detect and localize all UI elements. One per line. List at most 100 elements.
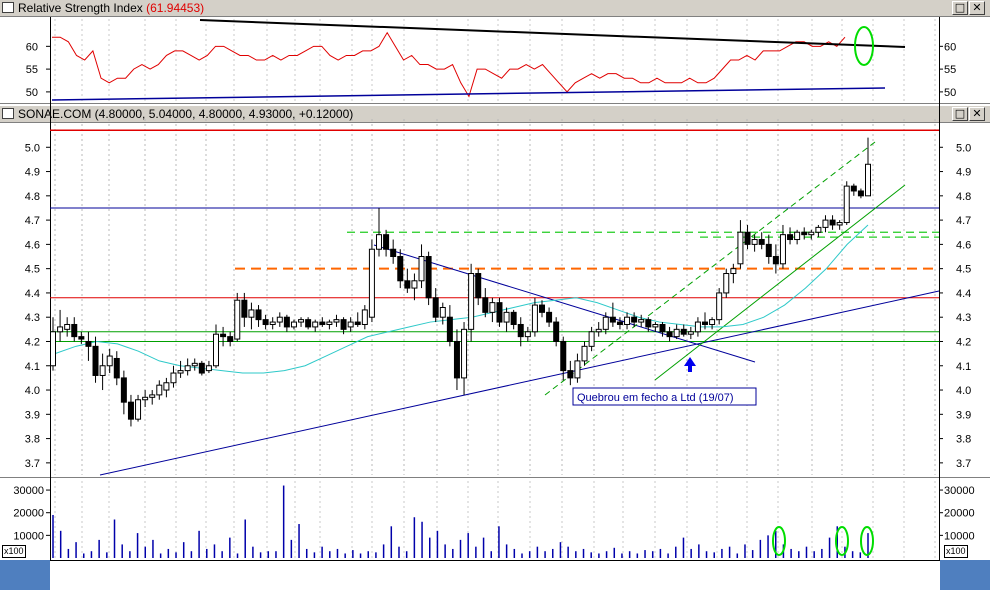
candle-body — [553, 321, 560, 342]
rsi-support-line — [51, 87, 886, 101]
candle-body — [503, 311, 510, 323]
candle-body — [57, 326, 64, 333]
candle-body — [78, 336, 85, 340]
candle-body — [220, 333, 227, 338]
candle-body — [205, 365, 212, 372]
candle-body — [120, 377, 127, 403]
close-icon[interactable]: ✕ — [969, 1, 985, 15]
candle-body — [213, 333, 219, 367]
candle-body — [170, 372, 177, 384]
volume-tick-label: 30000 — [13, 485, 44, 497]
candle-body — [283, 316, 290, 328]
candle-body — [432, 297, 439, 318]
candle-body — [453, 340, 460, 379]
price-tick-label: 4.0 — [25, 385, 40, 397]
candle-body — [99, 365, 106, 376]
price-tick-label: 4.5 — [25, 264, 40, 276]
candle-body — [645, 319, 652, 328]
volume-tick-label: 20000 — [944, 508, 975, 520]
candle-body — [113, 357, 120, 379]
candle-body — [461, 328, 468, 379]
maximize-icon[interactable]: □ — [952, 107, 968, 121]
candle-body — [163, 382, 170, 391]
candle-body — [779, 234, 786, 265]
trendline-down — [373, 244, 756, 363]
candle-body — [354, 321, 361, 325]
candle-body — [609, 316, 616, 323]
date-axis-bar[interactable] — [0, 560, 990, 590]
price-tick-label: 4.8 — [956, 191, 971, 203]
candle-body — [276, 316, 283, 323]
candle-body — [298, 319, 305, 323]
candle-body — [850, 185, 857, 192]
candle-body — [85, 340, 92, 347]
candle-body — [149, 394, 156, 398]
window-menu-icon[interactable] — [2, 108, 14, 119]
price-tick-label: 4.3 — [956, 312, 971, 324]
candle-body — [829, 219, 836, 226]
candle-body — [92, 345, 99, 376]
candle-body — [801, 231, 808, 236]
price-tick-label: 4.4 — [25, 288, 40, 300]
scroll-right-button[interactable] — [940, 560, 990, 590]
candle-body — [390, 248, 397, 258]
candle-body — [694, 321, 701, 333]
price-tick-label: 3.8 — [25, 434, 40, 446]
candle-body — [496, 302, 503, 323]
close-icon[interactable]: ✕ — [969, 107, 985, 121]
rsi-pane-titlebar[interactable]: Relative Strength Index (61.94453) □ ✕ — [0, 0, 990, 17]
candle-body — [737, 231, 744, 265]
candle-body — [397, 256, 404, 282]
candle-body — [744, 231, 751, 245]
price-tick-label: 4.2 — [956, 336, 971, 348]
maximize-icon[interactable]: □ — [952, 1, 968, 15]
candle-body — [142, 396, 149, 401]
candle-body — [333, 319, 340, 323]
candle-body — [135, 399, 142, 420]
rsi-tick-label: 50 — [944, 87, 956, 99]
price-tick-label: 4.3 — [25, 312, 40, 324]
volume-unit-right: x100 — [944, 545, 968, 558]
candle-body — [71, 323, 78, 338]
candle-body — [184, 365, 191, 372]
candle-body — [567, 370, 574, 379]
candle-body — [524, 331, 531, 338]
candle-body — [255, 309, 262, 321]
candle-body — [751, 239, 758, 245]
candle-body — [765, 243, 772, 258]
channel-line — [654, 184, 906, 381]
window-menu-icon[interactable] — [2, 2, 14, 13]
price-tick-label: 4.2 — [25, 336, 40, 348]
price-tick-label: 4.0 — [956, 385, 971, 397]
price-tick-label: 4.6 — [25, 239, 40, 251]
candle-body — [794, 231, 801, 241]
candle-body — [106, 355, 113, 367]
rsi-value: (61.94453) — [146, 1, 205, 15]
rsi-tick-label: 55 — [944, 64, 956, 76]
volume-tick-label: 30000 — [944, 485, 975, 497]
candle-body — [468, 273, 475, 330]
rsi-line — [52, 31, 846, 98]
price-tick-label: 4.5 — [956, 264, 971, 276]
candle-body — [857, 190, 864, 197]
highlight-ellipse — [835, 526, 849, 556]
candle-body — [376, 234, 382, 250]
candle-body — [659, 323, 666, 333]
candle-body — [127, 401, 134, 420]
scroll-left-button[interactable] — [0, 560, 50, 590]
candle-body — [517, 323, 524, 338]
volume-tick-label: 10000 — [944, 530, 975, 542]
price-tick-label: 3.7 — [25, 458, 40, 470]
candle-body — [865, 163, 871, 197]
candle-body — [624, 316, 631, 325]
candle-body — [368, 248, 375, 318]
candle-body — [539, 304, 545, 313]
candle-body — [418, 256, 425, 282]
candle-body — [50, 331, 56, 367]
rsi-tick-label: 60 — [944, 41, 956, 53]
annotation-text: Quebrou em fecho a Ltd (19/07) — [577, 392, 734, 404]
candle-body — [510, 311, 517, 325]
price-pane-titlebar[interactable]: SONAE.COM (4.80000, 5.04000, 4.80000, 4.… — [0, 106, 990, 123]
candle-body — [616, 321, 623, 325]
